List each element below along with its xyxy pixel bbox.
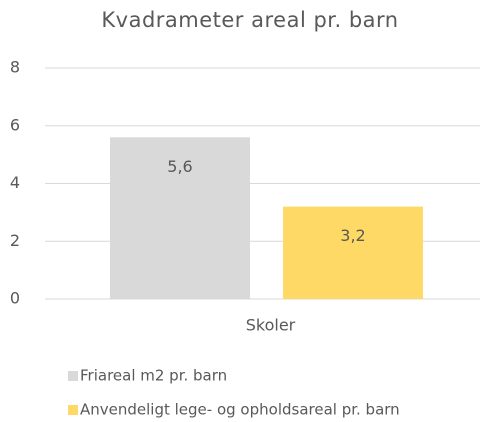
bar [283, 206, 423, 299]
legend-label: Anvendeligt lege- og opholdsareal pr. ba… [80, 401, 400, 419]
y-tick-label: 8 [10, 58, 20, 77]
legend-swatch [68, 405, 78, 415]
y-tick-label: 6 [10, 115, 20, 134]
y-tick-label: 0 [10, 289, 20, 308]
chart-title: Kvadrameter areal pr. barn [101, 8, 398, 32]
y-tick-label: 2 [10, 231, 20, 250]
bar [110, 137, 250, 299]
data-label: 3,2 [340, 226, 365, 245]
x-tick-label: Skoler [246, 316, 296, 335]
legend-label: Friareal m2 pr. barn [80, 367, 227, 385]
y-tick-label: 4 [10, 173, 20, 192]
legend-swatch [68, 371, 78, 381]
data-label: 5,6 [167, 157, 192, 176]
